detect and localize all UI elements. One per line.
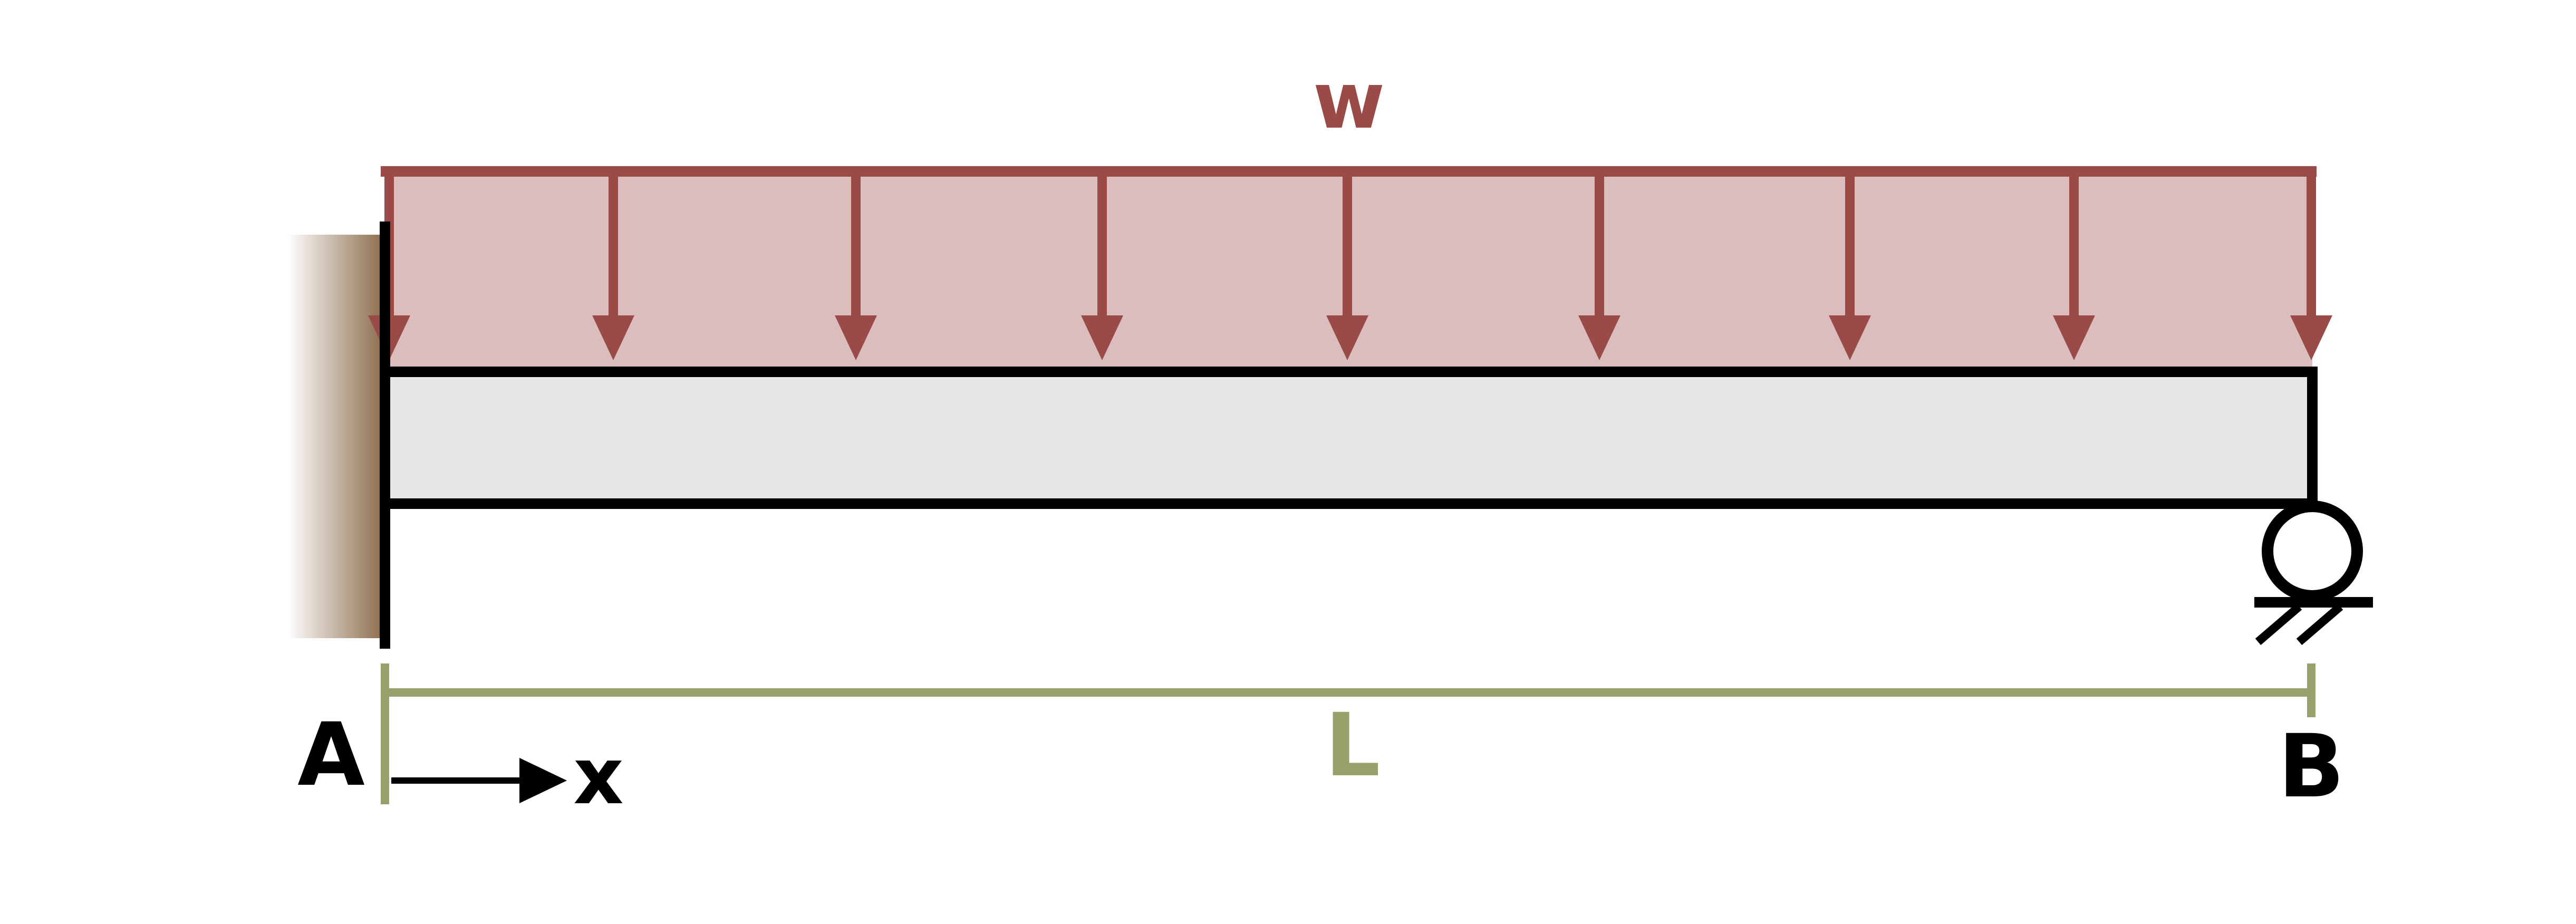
load-arrowhead <box>1829 315 1871 360</box>
roller-ground-hatch <box>2255 603 2343 646</box>
span-dimension <box>381 663 2315 804</box>
load-arrowhead <box>592 315 634 360</box>
load-arrowhead <box>1081 315 1123 360</box>
point-a-label: A <box>297 704 365 805</box>
load-arrowhead <box>1578 315 1620 360</box>
roller-support <box>2262 500 2363 602</box>
load-arrowhead <box>2290 315 2332 360</box>
point-b-label: B <box>2278 716 2345 817</box>
load-arrowhead <box>2053 315 2095 360</box>
x-axis-arrowhead <box>519 758 567 803</box>
load-arrowhead <box>835 315 877 360</box>
x-axis-label: x <box>573 731 623 822</box>
fixed-wall-support <box>287 235 385 638</box>
load-label: w <box>1313 55 1385 146</box>
beam <box>380 367 2318 509</box>
span-label: L <box>1325 695 1380 796</box>
load-arrowhead <box>1326 315 1368 360</box>
